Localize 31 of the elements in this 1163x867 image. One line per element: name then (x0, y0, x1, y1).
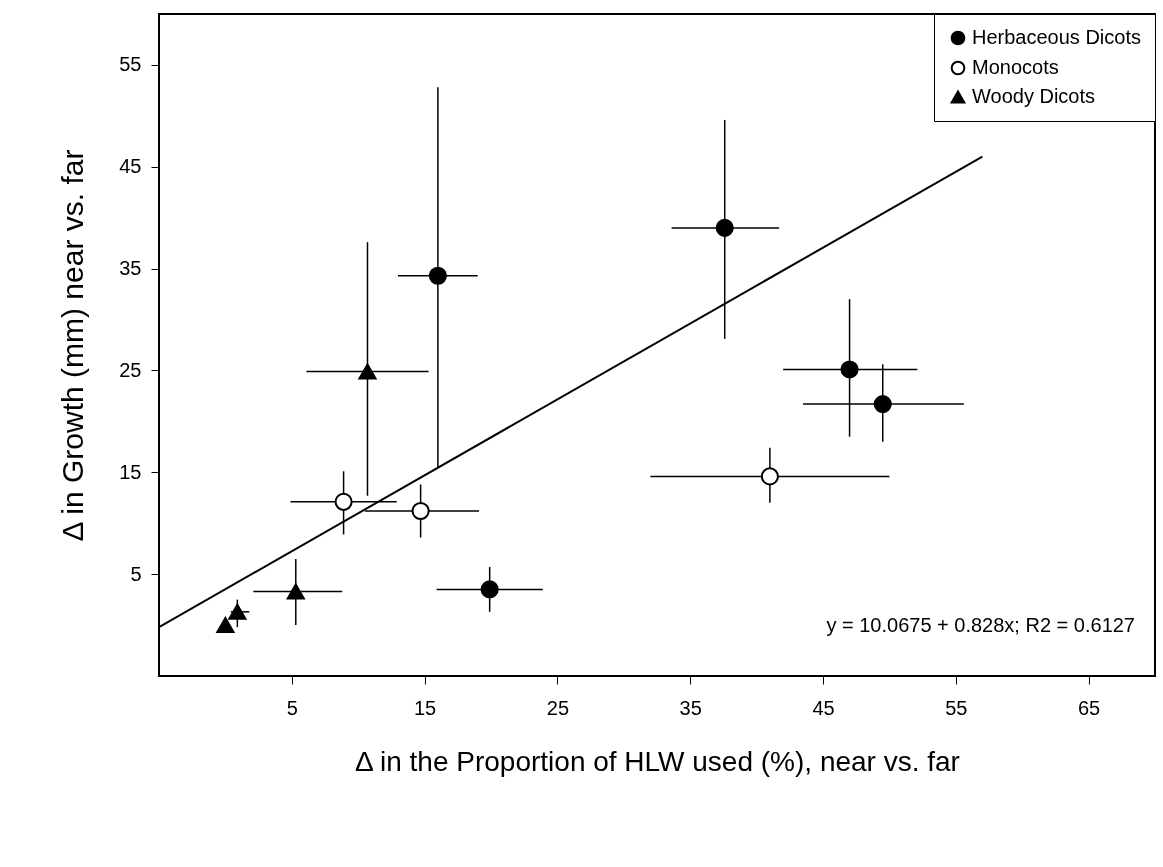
y-axis-title: Δ in Growth (mm) near vs. far (56, 149, 90, 542)
x-tick-label: 45 (812, 696, 835, 719)
legend-label: Woody Dicots (972, 85, 1096, 107)
point (760, 467, 779, 486)
y-tick-label: 5 (130, 562, 142, 585)
x-tick-label: 25 (546, 696, 570, 719)
x-tick-label: 55 (945, 696, 968, 719)
y-tick-label: 45 (119, 155, 142, 178)
point (216, 617, 235, 634)
point (480, 580, 499, 599)
y-tick-label: 15 (119, 460, 142, 483)
y-tick-label: 55 (119, 53, 142, 76)
point (428, 266, 447, 285)
legend-label: Herbaceous Dicots (972, 26, 1141, 48)
point (358, 363, 377, 380)
legend-label: Monocots (972, 56, 1059, 78)
x-tick-label: 35 (679, 696, 702, 719)
point (840, 360, 859, 379)
y-tick-label: 35 (119, 257, 142, 280)
annotation: y = 10.0675 + 0.828x; R2 = 0.6127 (826, 614, 1135, 636)
point (228, 603, 247, 620)
point (873, 395, 892, 414)
y-tick-label: 25 (119, 358, 142, 381)
point (286, 583, 305, 600)
point (715, 218, 734, 237)
point (411, 501, 430, 521)
x-tick-label: 15 (413, 696, 437, 719)
x-axis-title: Δ in the Proportion of HLW used (%), near vs. far (355, 745, 960, 777)
x-tick-label: 65 (1077, 696, 1101, 719)
point (334, 492, 353, 511)
x-tick-label: 5 (286, 696, 298, 719)
